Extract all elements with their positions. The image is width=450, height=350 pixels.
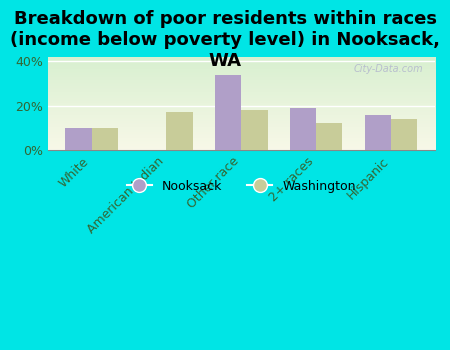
Bar xyxy=(316,124,342,150)
Text: City-Data.com: City-Data.com xyxy=(354,63,423,74)
Bar xyxy=(290,108,316,150)
Bar xyxy=(391,119,418,150)
Bar xyxy=(166,112,193,150)
Bar xyxy=(65,128,91,150)
Bar xyxy=(365,114,391,150)
Bar xyxy=(215,75,241,150)
Bar xyxy=(91,128,118,150)
Legend: Nooksack, Washington: Nooksack, Washington xyxy=(122,175,361,198)
Text: Breakdown of poor residents within races
(income below poverty level) in Nooksac: Breakdown of poor residents within races… xyxy=(10,10,440,70)
Bar xyxy=(241,110,268,150)
